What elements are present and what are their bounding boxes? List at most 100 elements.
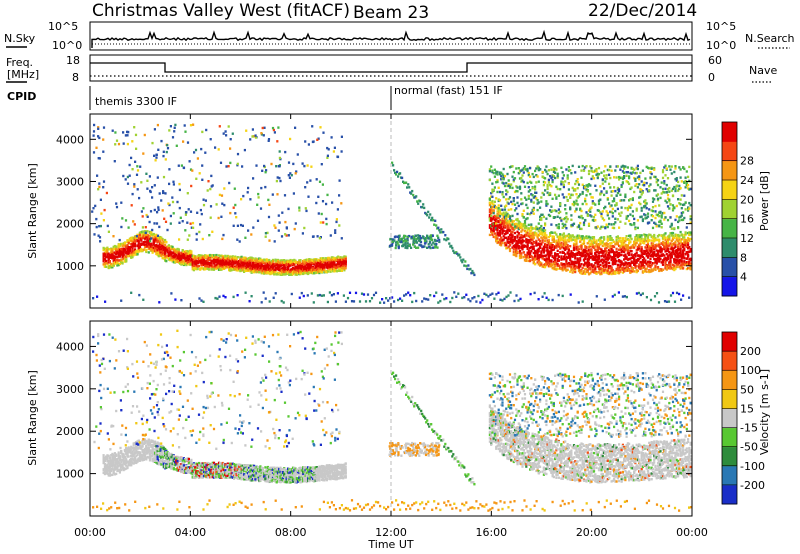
data-cell <box>265 258 268 261</box>
data-cell <box>526 241 529 244</box>
data-cell <box>523 229 527 233</box>
data-cell <box>318 263 321 267</box>
data-cell <box>515 167 518 170</box>
data-cell <box>541 213 544 216</box>
data-cell <box>124 178 127 181</box>
data-cell <box>122 244 125 247</box>
data-cell <box>329 234 332 237</box>
data-cell <box>261 169 264 172</box>
data-cell <box>189 168 193 171</box>
data-cell <box>608 222 611 226</box>
data-cell <box>179 254 182 257</box>
data-cell <box>162 191 165 194</box>
data-cell <box>118 255 121 258</box>
data-cell <box>184 262 187 266</box>
data-cell <box>326 154 329 157</box>
data-cell <box>226 264 229 268</box>
data-cell <box>308 271 311 274</box>
data-cell <box>209 216 212 219</box>
data-cell <box>396 170 399 174</box>
data-cell <box>495 216 498 219</box>
data-cell <box>328 265 331 268</box>
data-cell <box>218 125 221 128</box>
data-cell <box>505 247 508 250</box>
data-cell <box>177 253 180 256</box>
data-cell <box>526 238 529 242</box>
data-cell <box>502 215 505 218</box>
data-cell <box>265 264 268 267</box>
data-cell <box>581 190 584 194</box>
data-cell <box>594 248 597 251</box>
data-cell <box>142 236 145 239</box>
data-cell <box>156 234 160 237</box>
data-cell <box>136 253 139 256</box>
data-cell <box>149 210 153 213</box>
data-cell <box>522 209 525 212</box>
data-cell <box>600 190 603 193</box>
data-cell <box>505 232 508 235</box>
data-cell <box>268 270 271 274</box>
data-cell <box>520 256 523 259</box>
data-cell <box>156 239 159 242</box>
data-cell <box>521 213 524 216</box>
data-cell <box>597 202 601 206</box>
data-cell <box>428 240 431 243</box>
data-cell <box>430 218 433 222</box>
data-cell <box>196 260 199 263</box>
data-cell <box>320 265 323 269</box>
data-cell <box>575 208 578 211</box>
data-cell <box>189 222 192 225</box>
data-cell <box>315 268 318 271</box>
station-title: Christmas Valley West (fitACF) <box>92 1 350 21</box>
data-cell <box>137 235 140 238</box>
data-cell <box>236 262 239 266</box>
data-cell <box>145 230 148 233</box>
data-cell <box>284 270 287 273</box>
data-cell <box>207 257 211 260</box>
data-cell <box>525 233 528 237</box>
data-cell <box>327 270 330 273</box>
data-cell <box>594 219 597 222</box>
data-cell <box>281 267 285 270</box>
data-cell <box>216 260 219 263</box>
data-cell <box>438 240 441 244</box>
data-cell <box>199 257 202 260</box>
data-cell <box>209 187 212 191</box>
data-cell <box>166 248 169 251</box>
data-cell <box>522 224 525 228</box>
data-cell <box>526 255 529 259</box>
data-cell <box>534 255 537 258</box>
data-cell <box>330 263 333 266</box>
data-cell <box>126 239 129 242</box>
data-cell <box>312 259 315 263</box>
data-cell <box>530 242 533 245</box>
data-cell <box>396 235 399 239</box>
data-cell <box>506 241 509 244</box>
data-cell <box>415 195 418 198</box>
data-cell <box>431 246 434 249</box>
data-cell <box>118 238 121 242</box>
data-cell <box>245 261 248 264</box>
data-cell <box>500 212 503 215</box>
data-cell <box>169 251 172 255</box>
data-cell <box>189 263 192 266</box>
data-cell <box>597 255 601 258</box>
data-cell <box>389 244 392 248</box>
data-cell <box>539 168 542 171</box>
data-cell <box>298 270 301 273</box>
data-cell <box>518 170 522 174</box>
data-cell <box>263 258 266 261</box>
data-cell <box>189 254 192 257</box>
data-cell <box>534 169 537 173</box>
data-cell <box>102 257 105 261</box>
data-cell <box>545 165 548 168</box>
data-cell <box>239 264 242 268</box>
data-cell <box>131 255 134 259</box>
data-cell <box>108 248 111 251</box>
data-cell <box>180 260 183 264</box>
data-cell <box>160 199 163 202</box>
data-cell <box>443 238 446 241</box>
data-cell <box>518 226 522 230</box>
data-cell <box>190 184 193 188</box>
